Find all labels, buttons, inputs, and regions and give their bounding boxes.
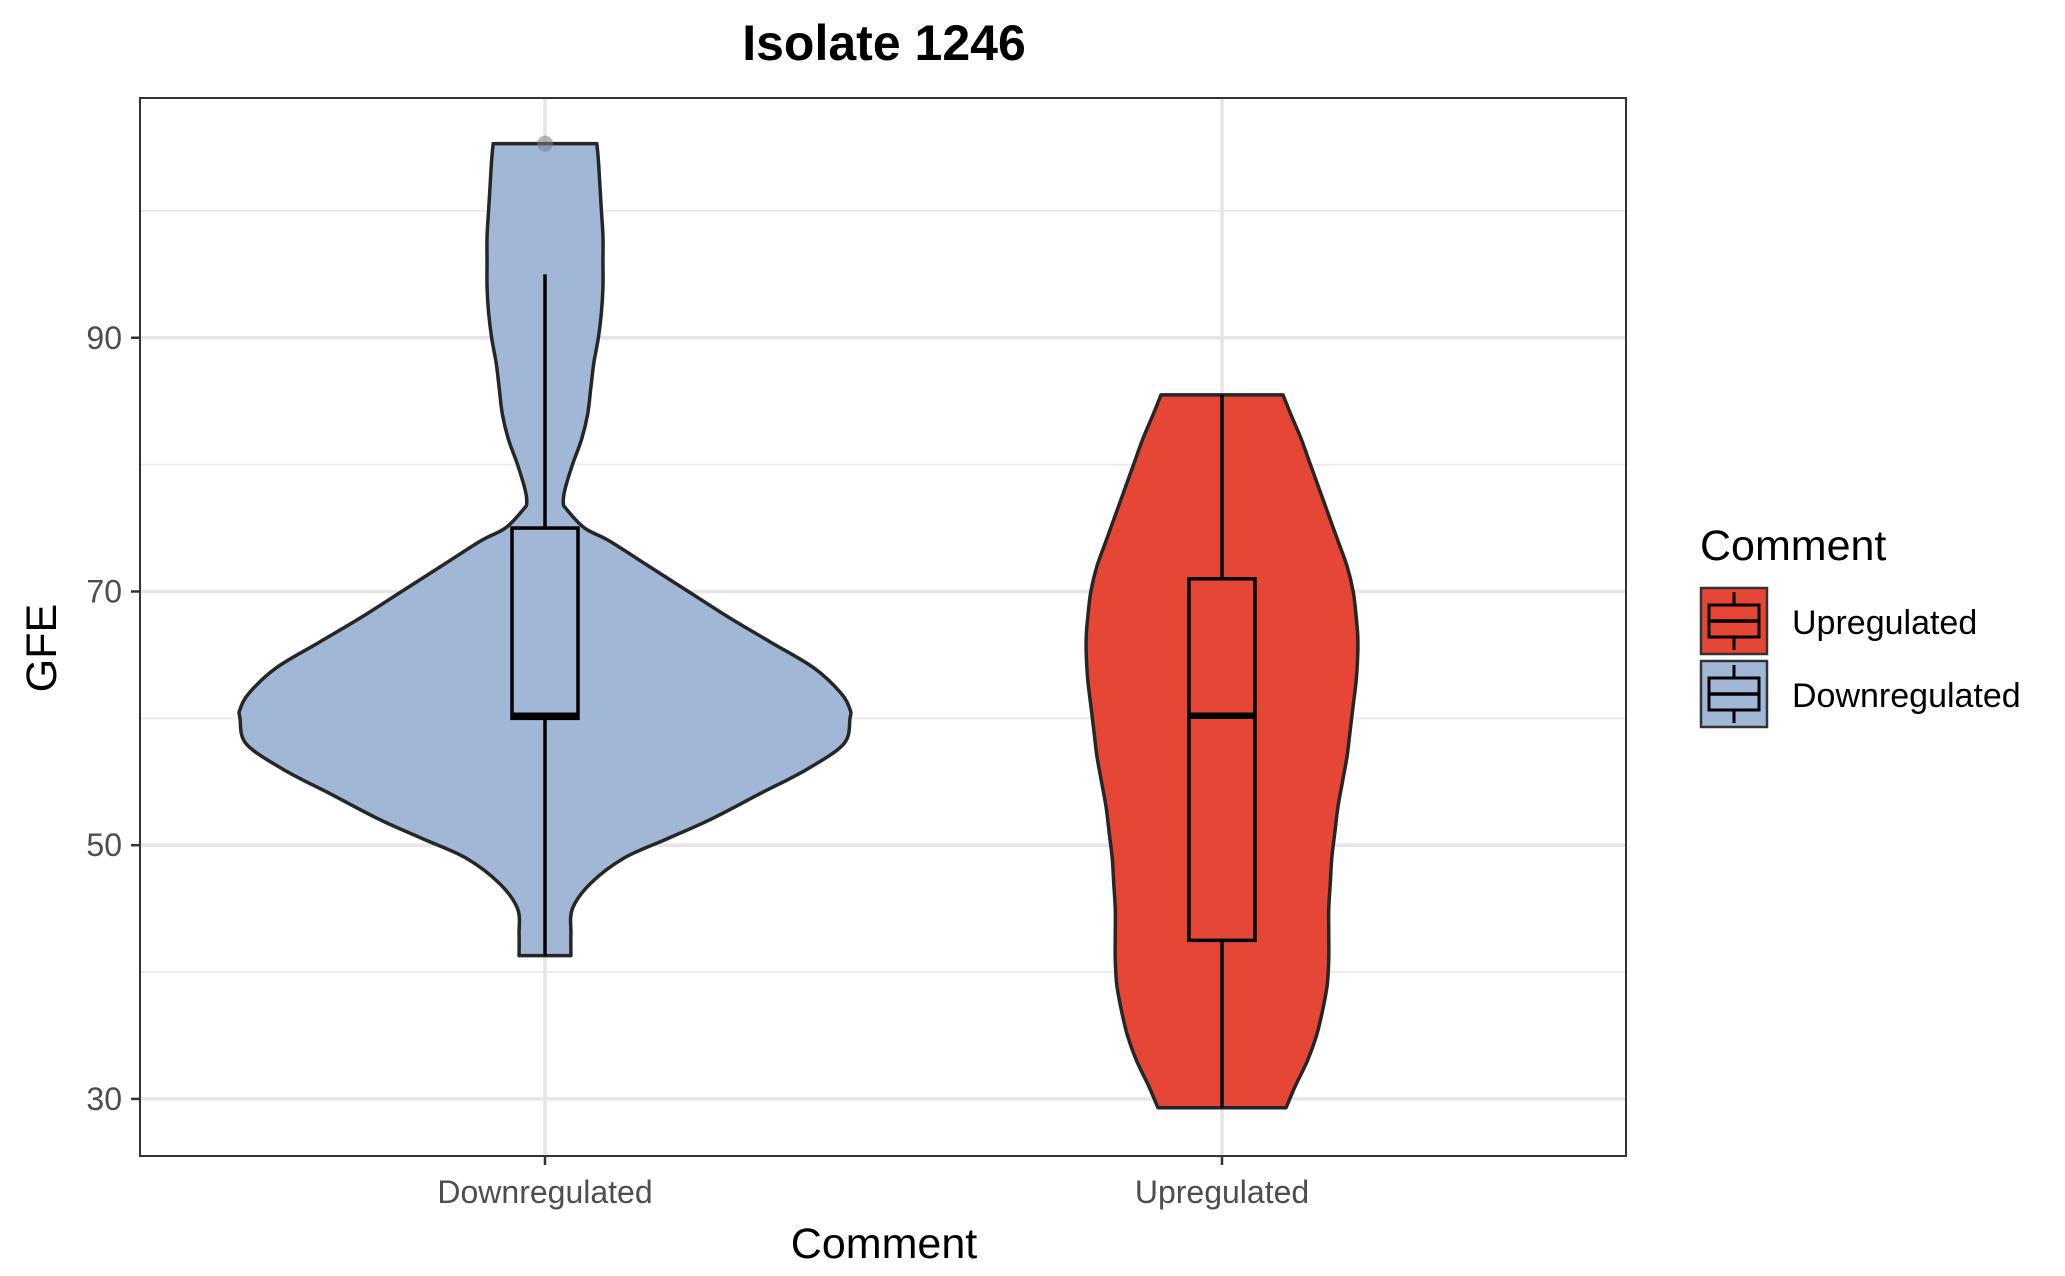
y-tick-label: 30 — [86, 1081, 122, 1117]
y-tick-label: 50 — [86, 827, 122, 863]
panel-border — [139, 97, 1627, 1157]
legend: Comment Upregulated Downregulated — [1699, 522, 2021, 729]
y-tick-label: 70 — [86, 573, 122, 609]
x-tick-label: Downregulated — [437, 1174, 652, 1210]
legend-entry-upregulated: Upregulated — [1699, 586, 1977, 656]
x-axis: Downregulated Upregulated — [437, 1156, 1309, 1210]
chart-title: Isolate 1246 — [742, 15, 1026, 71]
y-tick-label: 90 — [86, 320, 122, 356]
legend-title: Comment — [1700, 522, 1886, 570]
box-downregulated — [510, 526, 580, 721]
y-axis-title: GFE — [18, 604, 66, 692]
outlier-points — [537, 135, 553, 152]
boxplots — [510, 274, 1257, 1108]
legend-label: Downregulated — [1792, 677, 2021, 715]
x-axis-title: Comment — [791, 1220, 977, 1268]
outlier-point — [537, 135, 553, 152]
legend-entry-downregulated: Downregulated — [1699, 659, 2021, 729]
y-axis: 30 50 70 90 — [86, 320, 140, 1117]
legend-label: Upregulated — [1792, 604, 1977, 642]
x-tick-label: Upregulated — [1135, 1174, 1309, 1210]
box-upregulated — [1187, 577, 1257, 943]
